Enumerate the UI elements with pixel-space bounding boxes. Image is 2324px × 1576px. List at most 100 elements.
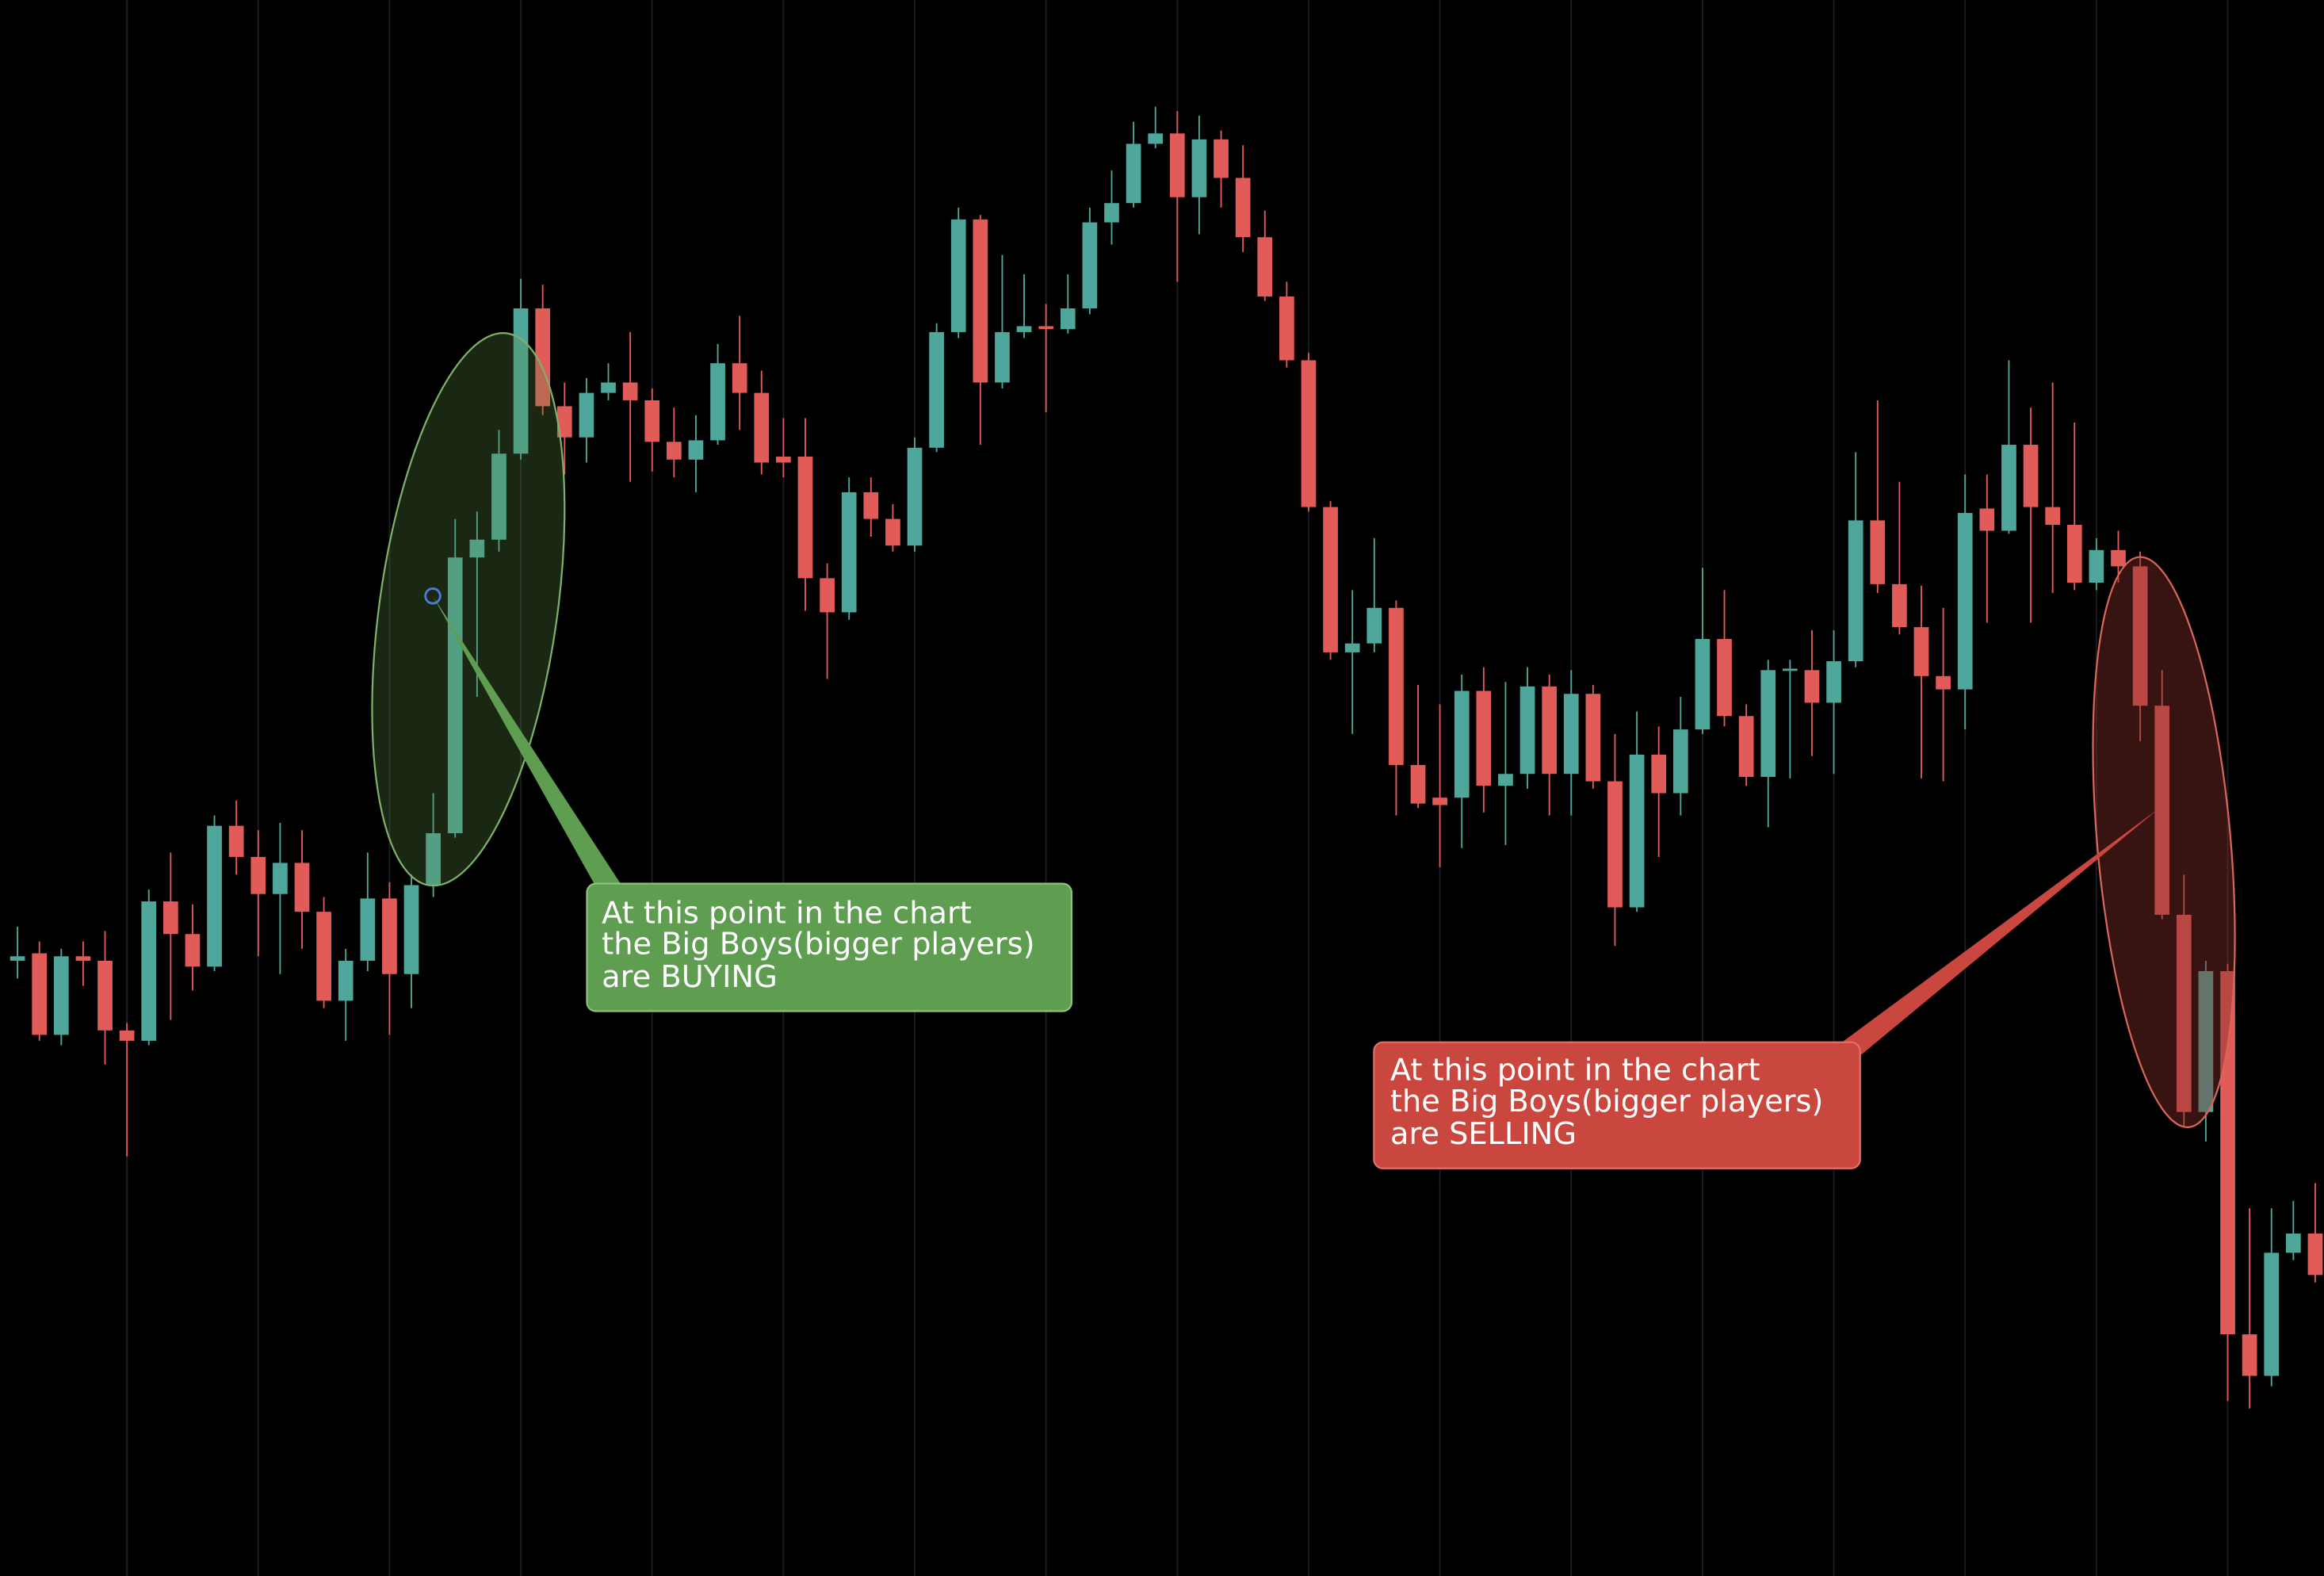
sell-pointer	[1837, 808, 2160, 1056]
candle-body	[1126, 143, 1141, 204]
sell-callout	[1373, 1041, 1861, 1169]
candle-body	[1585, 694, 1601, 782]
candle-body	[250, 856, 266, 894]
candle-body	[1082, 222, 1098, 308]
candle-body	[776, 457, 791, 463]
candle-body	[32, 953, 48, 1035]
candle-body	[1476, 690, 1492, 786]
candle-body	[1957, 513, 1973, 690]
candles	[10, 106, 2323, 1409]
candle-body	[622, 382, 638, 400]
candle-body	[556, 406, 572, 438]
candle-body	[1016, 326, 1032, 332]
candle-body	[162, 901, 178, 935]
candle-body	[1366, 607, 1382, 644]
candle-body	[119, 1030, 135, 1041]
candle-body	[1169, 133, 1185, 197]
candle-body	[2045, 507, 2061, 526]
candle-body	[1804, 670, 1820, 703]
candle-body	[1432, 798, 1447, 805]
callout-text: the Big Boys(bigger players)	[602, 927, 1034, 962]
candle-body	[1870, 520, 1886, 584]
candle-body	[1760, 670, 1776, 777]
candle-body	[403, 885, 419, 974]
candle-body	[1389, 607, 1404, 766]
candle-body	[1607, 781, 1623, 908]
candle-body	[207, 825, 222, 967]
candle-body	[1892, 583, 1907, 628]
candle-body	[1454, 690, 1470, 798]
buy-pointer	[433, 595, 623, 887]
candle-body	[2307, 1233, 2323, 1276]
candle-body	[1717, 639, 1732, 717]
drawings: At this point in the chart the Big Boys(…	[371, 331, 2236, 1169]
candle-body	[2023, 445, 2039, 507]
candle-body	[294, 863, 310, 912]
candle-body	[710, 363, 725, 441]
candle-body	[2132, 566, 2148, 706]
candle-body	[2154, 706, 2170, 915]
candle-body	[75, 956, 91, 961]
candle-body	[1060, 308, 1076, 330]
candle-body	[2198, 970, 2214, 1112]
candle-body	[1038, 326, 1054, 330]
candle-body	[273, 863, 288, 894]
candle-body	[1651, 754, 1667, 794]
candle-body	[666, 442, 682, 460]
candle-body	[141, 901, 157, 1041]
candle-body	[995, 331, 1010, 383]
candle-body	[1214, 139, 1229, 178]
candle-body	[1936, 675, 1951, 690]
candle-body	[2066, 525, 2082, 583]
candle-body	[426, 833, 441, 886]
candle-body	[469, 539, 485, 558]
candle-body	[97, 960, 113, 1031]
candle-body	[1542, 686, 1558, 775]
candle-body	[1279, 296, 1294, 361]
candle-body	[754, 392, 770, 463]
candle-body	[1257, 237, 1273, 297]
candle-body	[2176, 914, 2192, 1112]
candle-body	[185, 934, 201, 967]
candle-body	[1519, 686, 1535, 775]
candle-body	[929, 331, 944, 448]
candle-body	[513, 308, 529, 454]
candle-body	[820, 578, 835, 613]
candle-body	[732, 363, 747, 393]
grid	[126, 0, 2229, 1576]
candle-body	[1826, 661, 1841, 703]
candle-body	[1783, 668, 1798, 671]
candle-body	[644, 400, 660, 442]
candle-body	[1848, 520, 1863, 662]
candle-body	[863, 492, 879, 519]
candle-body	[316, 912, 331, 1001]
buy-callout	[586, 882, 1073, 1012]
candle-body	[1323, 507, 1338, 652]
sell-ellipse	[2092, 556, 2236, 1129]
callout-text: At this point in the chart	[1390, 1053, 1760, 1088]
callout-text: are BUYING	[602, 959, 778, 995]
candle-body	[2089, 549, 2104, 583]
candle-body	[2111, 549, 2126, 567]
candle-body	[885, 518, 900, 546]
candle-body	[360, 898, 376, 961]
candle-body	[950, 219, 966, 332]
candle-body	[2001, 445, 2016, 531]
candle-body	[382, 898, 397, 974]
callout-text: At this point in the chart	[602, 895, 972, 931]
candle-body	[1498, 774, 1513, 786]
candle-body	[1148, 133, 1164, 144]
candle-body	[973, 219, 988, 383]
candle-body	[579, 392, 594, 438]
buy-ellipse	[371, 331, 566, 887]
candle-body	[1913, 627, 1929, 676]
candle-body	[1979, 508, 1995, 531]
candle-body	[2285, 1233, 2301, 1253]
candle-body	[2242, 1334, 2257, 1376]
candle-body	[228, 825, 244, 857]
candle-body	[797, 457, 813, 579]
candle-body	[841, 492, 857, 613]
